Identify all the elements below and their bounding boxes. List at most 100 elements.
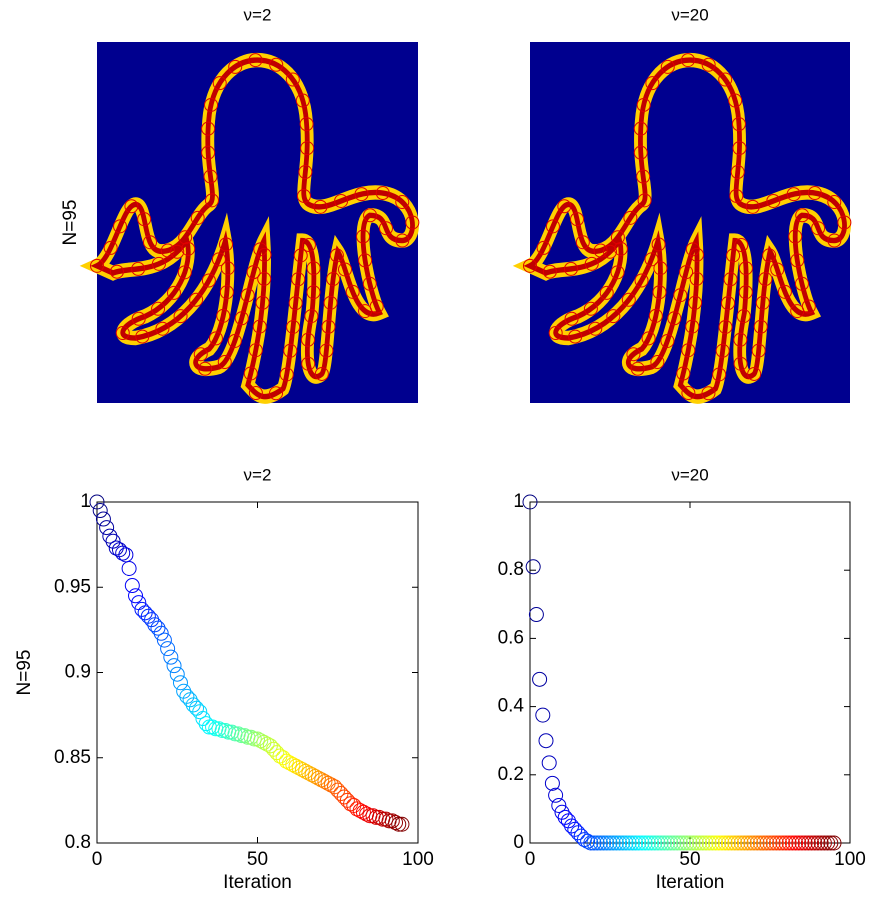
point [538, 733, 554, 749]
point [676, 835, 692, 851]
point [602, 835, 618, 851]
point [243, 729, 259, 745]
point [156, 632, 172, 648]
control-point [173, 309, 188, 324]
control-point [395, 233, 410, 248]
control-point [124, 199, 139, 214]
point [548, 787, 564, 803]
control-point [633, 145, 648, 160]
control-point [758, 272, 773, 287]
point [692, 835, 708, 851]
point [711, 835, 727, 851]
point [391, 816, 407, 832]
y-tick-label: 0.8 [65, 832, 91, 853]
point [797, 835, 813, 851]
control-point [151, 301, 166, 316]
control-point [652, 285, 667, 300]
point [685, 835, 701, 851]
control-point [788, 229, 803, 244]
point [637, 835, 653, 851]
x-axis-label: Iteration [656, 872, 725, 893]
control-point [283, 343, 298, 358]
control-point [613, 241, 628, 256]
control-point [334, 193, 349, 208]
control-point [248, 343, 263, 358]
control-point [257, 247, 272, 262]
point [752, 835, 768, 851]
control-point [794, 276, 809, 291]
panel-title: ν=2 [244, 465, 272, 484]
point [589, 835, 605, 851]
control-point [712, 367, 727, 382]
control-point [636, 97, 651, 112]
control-point [204, 97, 219, 112]
control-point [234, 311, 249, 326]
point [756, 835, 772, 851]
control-point [660, 59, 675, 74]
control-point [358, 304, 373, 319]
point [166, 658, 182, 674]
plot-area [96, 501, 419, 844]
control-point [306, 261, 321, 276]
point [772, 835, 788, 851]
point [666, 835, 682, 851]
control-point [660, 333, 675, 348]
point [153, 625, 169, 641]
point [163, 649, 179, 665]
point [621, 835, 637, 851]
control-point [701, 57, 716, 72]
y-tick-label: 1 [513, 491, 524, 512]
point [688, 835, 704, 851]
point [650, 835, 666, 851]
control-point [296, 188, 311, 203]
control-point [681, 386, 696, 401]
control-point [204, 193, 219, 208]
y-tick-label: 0.4 [498, 696, 525, 717]
control-point [650, 355, 665, 370]
control-point [219, 285, 234, 300]
point [663, 835, 679, 851]
control-point [362, 276, 377, 291]
control-point [770, 262, 785, 277]
point [695, 835, 711, 851]
control-point [729, 188, 744, 203]
control-point [137, 212, 152, 227]
point [653, 835, 669, 851]
control-point [131, 311, 146, 326]
point [583, 835, 599, 851]
x-tick-label: 50 [679, 849, 700, 870]
control-point [257, 271, 272, 286]
control-point [356, 229, 371, 244]
control-point [827, 195, 842, 210]
control-point [375, 186, 390, 201]
control-point [293, 248, 308, 263]
control-point [90, 258, 104, 273]
control-point [733, 356, 748, 371]
point [794, 835, 810, 851]
control-point [252, 319, 267, 334]
point [727, 835, 743, 851]
control-point [610, 230, 625, 245]
control-point [314, 366, 329, 381]
point [92, 503, 108, 519]
point [714, 835, 730, 851]
control-point [227, 333, 242, 348]
control-point [837, 215, 852, 230]
control-point [730, 165, 745, 180]
control-point [279, 367, 294, 382]
control-point [178, 230, 193, 245]
control-point [715, 343, 730, 358]
control-point [786, 187, 801, 202]
point [775, 835, 791, 851]
x-axis-label: Iteration [223, 872, 292, 893]
control-point [634, 273, 649, 288]
control-point [338, 262, 353, 277]
point [736, 835, 752, 851]
control-point [811, 221, 826, 236]
x-tick-label: 100 [402, 849, 434, 870]
control-point [723, 272, 738, 287]
control-point [345, 284, 360, 299]
control-point [790, 253, 805, 268]
control-point [795, 208, 810, 223]
